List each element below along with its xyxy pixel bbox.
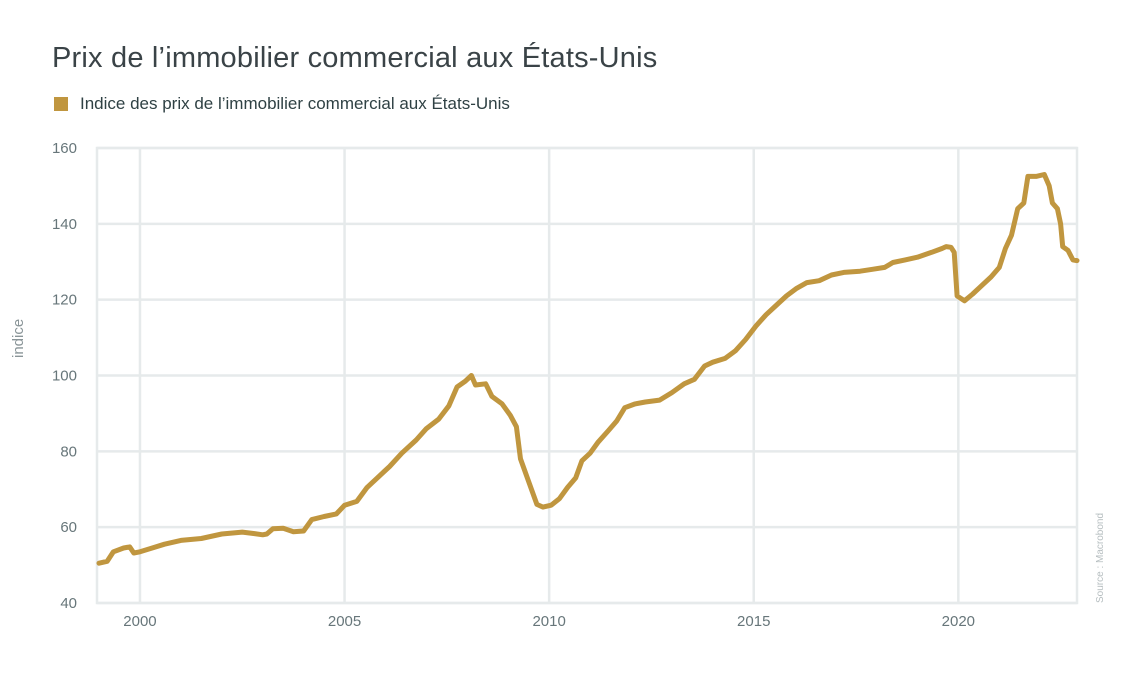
- y-tick-label: 160: [52, 140, 77, 157]
- chart-title: Prix de l’immobilier commercial aux État…: [52, 42, 658, 74]
- x-tick-label: 2000: [123, 613, 156, 630]
- legend: Indice des prix de l’immobilier commerci…: [54, 94, 510, 114]
- y-tick-label: 40: [60, 595, 77, 612]
- y-tick-label: 120: [52, 292, 77, 309]
- grid: [95, 146, 1079, 605]
- x-tick-label: 2020: [942, 613, 975, 630]
- series-layer: [96, 172, 1080, 566]
- y-tick-label: 100: [52, 368, 77, 385]
- legend-swatch: [54, 97, 68, 111]
- x-tick-label: 2005: [328, 613, 361, 630]
- y-tick-label: 140: [52, 216, 77, 233]
- legend-label: Indice des prix de l’immobilier commerci…: [80, 94, 510, 113]
- y-tick-label: 60: [60, 519, 77, 536]
- x-tick-label: 2015: [737, 613, 770, 630]
- x-tick-label: 2010: [532, 613, 565, 630]
- y-tick-label: 80: [60, 443, 77, 460]
- series-line: [96, 172, 1080, 566]
- tick-labels: 40 60 80 100 120 140 160 2000 2005 2010 2015 2020: [52, 140, 975, 630]
